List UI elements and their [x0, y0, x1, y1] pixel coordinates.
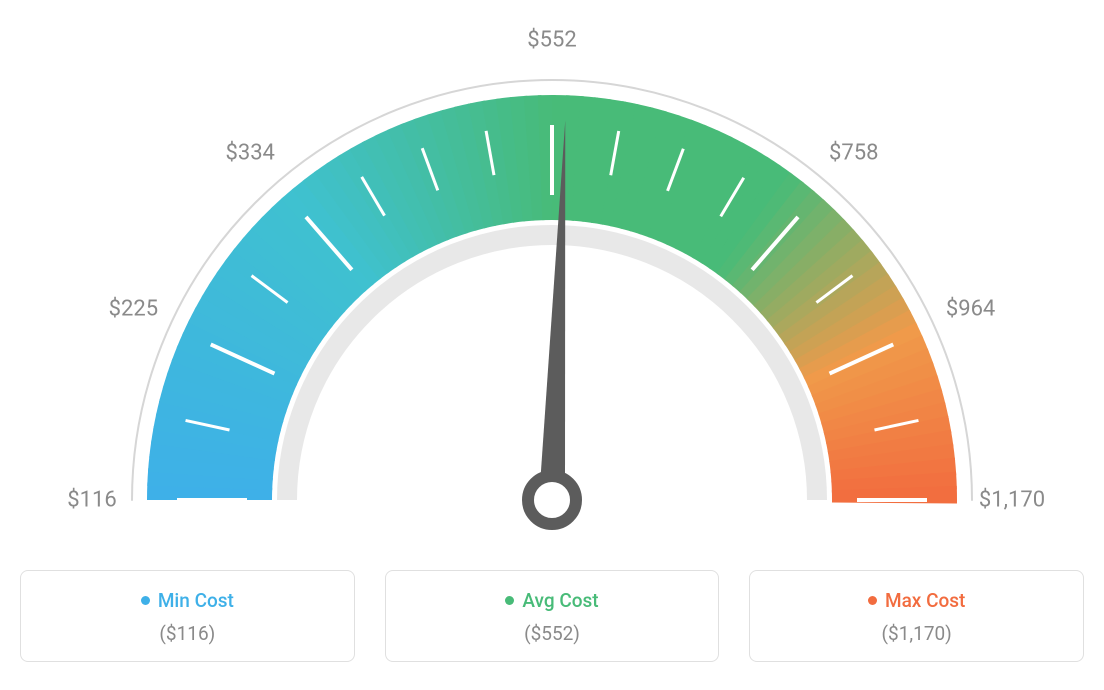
gauge-svg	[20, 20, 1084, 550]
legend-label: Min Cost	[158, 589, 234, 612]
legend-label: Max Cost	[885, 589, 965, 612]
legend-title-avg: Avg Cost	[505, 589, 598, 612]
gauge-tick-label: $1,170	[979, 488, 1045, 513]
dot-icon	[141, 596, 150, 605]
legend-title-max: Max Cost	[868, 589, 965, 612]
gauge-tick-label: $334	[225, 140, 274, 165]
legend-value: ($1,170)	[760, 622, 1073, 645]
legend-value: ($116)	[31, 622, 344, 645]
legend-card-min: Min Cost ($116)	[20, 570, 355, 662]
legend-row: Min Cost ($116) Avg Cost ($552) Max Cost…	[20, 570, 1084, 662]
cost-gauge-widget: $116 $225 $334 $552 $758 $964 $1,170 Min Cost …	[20, 20, 1084, 662]
gauge-tick-label: $964	[946, 297, 995, 322]
gauge-tick-label: $116	[67, 488, 116, 513]
legend-card-max: Max Cost ($1,170)	[749, 570, 1084, 662]
dot-icon	[868, 596, 877, 605]
gauge-tick-label: $225	[109, 297, 158, 322]
gauge-tick-label: $758	[829, 140, 878, 165]
legend-value: ($552)	[396, 622, 709, 645]
dot-icon	[505, 596, 514, 605]
legend-title-min: Min Cost	[141, 589, 234, 612]
legend-card-avg: Avg Cost ($552)	[385, 570, 720, 662]
gauge-tick-label: $552	[527, 28, 576, 53]
legend-label: Avg Cost	[522, 589, 598, 612]
gauge-area: $116 $225 $334 $552 $758 $964 $1,170	[20, 20, 1084, 550]
